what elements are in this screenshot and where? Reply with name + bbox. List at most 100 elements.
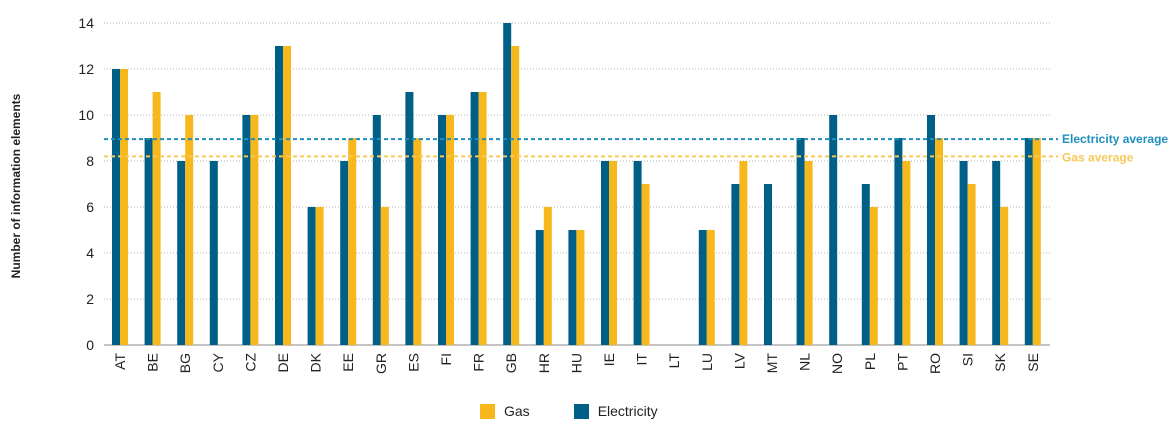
x-tick-label: CY	[210, 352, 226, 372]
bar-electricity-lv	[731, 184, 740, 345]
bar-electricity-gb	[503, 23, 512, 345]
bar-electricity-pt	[894, 138, 903, 345]
legend: Gas Electricity	[480, 403, 702, 419]
bar-electricity-es	[405, 92, 414, 345]
x-tick-label: LT	[666, 353, 682, 369]
x-tick-label: SI	[960, 353, 976, 366]
x-tick-label: SE	[1025, 353, 1041, 372]
x-tick-label: LV	[731, 352, 747, 369]
bar-electricity-no	[829, 115, 838, 345]
x-tick-label: IE	[601, 353, 617, 366]
bar-gas-lu	[706, 230, 715, 345]
x-tick-label: HR	[536, 353, 552, 373]
bar-electricity-fr	[470, 92, 479, 345]
bar-electricity-hr	[535, 230, 544, 345]
x-tick-label: MT	[764, 353, 780, 374]
reference-line-label: Electricity average	[1062, 132, 1168, 146]
bar-gas-at	[120, 69, 128, 345]
x-tick-label: CZ	[242, 353, 258, 372]
x-tick-label: AT	[112, 353, 128, 370]
bar-electricity-hu	[568, 230, 577, 345]
bar-electricity-sk	[992, 161, 1001, 345]
x-tick-label: DE	[275, 353, 291, 372]
legend-swatch-electricity	[573, 403, 589, 419]
bar-electricity-pl	[861, 184, 870, 345]
x-tick-label: FR	[471, 353, 487, 372]
x-tick-label: NO	[829, 353, 845, 374]
bar-electricity-ro	[927, 115, 935, 345]
bar-electricity-bg	[177, 161, 186, 345]
bar-electricity-ee	[340, 161, 349, 345]
x-tick-label: ES	[405, 353, 421, 372]
average-lines: Electricity average Gas average	[104, 132, 1168, 164]
y-axis-label: Number of information elements	[9, 93, 23, 278]
y-tick-label: 4	[86, 245, 94, 261]
x-tick-label: PL	[862, 353, 878, 370]
bar-gas-sk	[1000, 207, 1009, 345]
bar-electricity-gr	[372, 115, 381, 345]
x-tick-label: BE	[145, 353, 161, 372]
x-tick-label: GB	[503, 353, 519, 373]
bar-electricity-nl	[796, 138, 805, 345]
legend-swatch-gas	[480, 403, 495, 419]
bar-electricity-mt	[764, 184, 772, 345]
bar-gas-hu	[576, 230, 585, 345]
legend-label-electricity: Electricity	[597, 403, 658, 419]
bar-gas-es	[413, 138, 422, 345]
bar-gas-hr	[543, 207, 552, 345]
bar-electricity-be	[144, 138, 153, 345]
y-tick-label: 2	[86, 291, 94, 307]
legend-item-gas: Gas	[480, 403, 530, 419]
bar-gas-pt	[902, 161, 911, 345]
bar-electricity-de	[275, 46, 283, 345]
legend-label-gas: Gas	[504, 403, 530, 419]
bar-gas-gr	[380, 207, 389, 345]
bar-electricity-fi	[438, 115, 446, 345]
bar-electricity-dk	[307, 207, 316, 345]
reference-line-label: Gas average	[1062, 150, 1134, 164]
x-tick-label: EE	[340, 353, 356, 372]
bar-electricity-cz	[242, 115, 251, 345]
y-tick-label: 6	[86, 199, 94, 215]
bar-gas-fr	[478, 92, 487, 345]
bars	[112, 23, 1041, 345]
bar-electricity-lu	[698, 230, 707, 345]
bar-gas-nl	[804, 161, 813, 345]
bar-gas-ee	[348, 138, 357, 345]
bar-electricity-cy	[209, 161, 218, 345]
y-tick-label: 10	[78, 107, 94, 123]
bar-electricity-se	[1024, 138, 1033, 345]
bar-gas-be	[152, 92, 161, 345]
x-tick-label: RO	[927, 353, 943, 374]
y-tick-label: 8	[86, 153, 94, 169]
bar-gas-cz	[250, 115, 259, 345]
bar-electricity-ie	[601, 161, 609, 345]
bar-gas-se	[1032, 138, 1041, 345]
bar-electricity-si	[959, 161, 968, 345]
bar-electricity-at	[112, 69, 120, 345]
x-tick-label: DK	[308, 352, 324, 372]
legend-item-electricity: Electricity	[573, 403, 658, 419]
bar-gas-ro	[935, 138, 943, 345]
x-tick-label: GR	[373, 353, 389, 374]
bar-gas-fi	[446, 115, 454, 345]
x-tick-label: BG	[177, 353, 193, 373]
x-tick-label: PT	[894, 353, 910, 371]
x-tick-label: FI	[438, 353, 454, 365]
bar-gas-gb	[511, 46, 520, 345]
y-tick-label: 12	[78, 61, 94, 77]
bar-gas-dk	[315, 207, 324, 345]
bar-gas-de	[283, 46, 291, 345]
bar-gas-pl	[869, 207, 878, 345]
x-tick-label: SK	[992, 352, 1008, 371]
x-tick-label: LU	[699, 353, 715, 371]
y-tick-label: 14	[78, 15, 94, 31]
bar-gas-ie	[609, 161, 617, 345]
bar-gas-si	[967, 184, 976, 345]
x-tick-label: IT	[634, 353, 650, 366]
y-tick-label: 0	[86, 337, 94, 353]
x-axis: AT BE BG CY CZ DE DK EE GR ES FI FR GB HR HU IE IT LT LU LV…	[112, 352, 1041, 374]
x-tick-label: HU	[568, 353, 584, 373]
bar-electricity-it	[633, 161, 642, 345]
